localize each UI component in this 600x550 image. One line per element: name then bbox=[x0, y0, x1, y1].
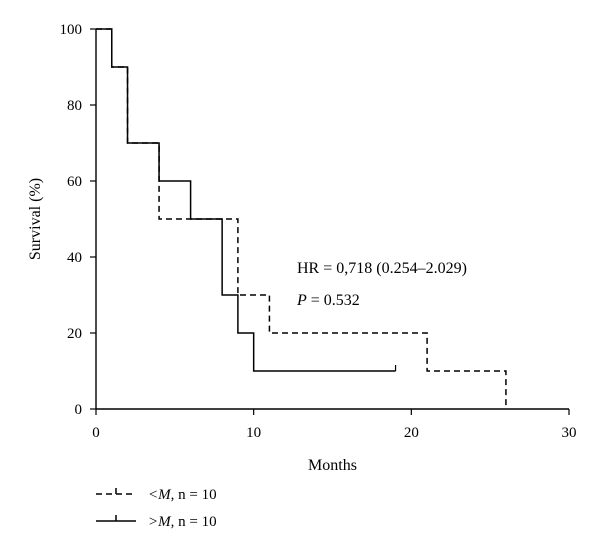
legend-count-above-m: , n = 10 bbox=[171, 514, 217, 530]
p-value-annotation: P = 0.532 bbox=[296, 292, 360, 309]
legend-count-below-m: , n = 10 bbox=[171, 487, 217, 503]
y-tick-label-0: 0 bbox=[75, 402, 83, 418]
axes bbox=[95, 29, 569, 410]
series-line-above-m bbox=[96, 28, 396, 372]
y-tick-label-40: 40 bbox=[67, 250, 82, 266]
p-value-symbol: P bbox=[296, 292, 307, 309]
x-tick-label-0: 0 bbox=[92, 425, 100, 441]
legend-item-below-m: <M, n = 10 bbox=[96, 487, 217, 503]
hazard-ratio-annotation: HR = 0,718 (0.254–2.029) bbox=[297, 260, 467, 277]
x-axis-label: Months bbox=[308, 457, 357, 474]
y-tick-label-20: 20 bbox=[67, 326, 82, 342]
series-line-below-m bbox=[96, 28, 507, 409]
y-tick-label-60: 60 bbox=[67, 174, 82, 190]
y-tick-label-80: 80 bbox=[67, 98, 82, 114]
y-axis-label: Survival (%) bbox=[27, 178, 44, 260]
series-group bbox=[96, 28, 507, 409]
x-tick-label-10: 10 bbox=[246, 425, 261, 441]
y-ticks: 0 20 40 60 80 100 bbox=[60, 22, 96, 418]
legend-label-below-m: <M, n = 10 bbox=[148, 487, 217, 503]
legend-dashed-line-icon bbox=[96, 488, 136, 495]
x-tick-label-20: 20 bbox=[404, 425, 419, 441]
x-tick-label-30: 30 bbox=[562, 425, 577, 441]
legend: <M, n = 10 >M, n = 10 bbox=[96, 487, 217, 530]
p-value-text: = 0.532 bbox=[307, 292, 360, 309]
legend-symbol-above-m: >M bbox=[148, 514, 172, 530]
x-ticks: 0 10 20 30 bbox=[92, 409, 577, 441]
legend-item-above-m: >M, n = 10 bbox=[96, 514, 217, 530]
legend-solid-line-icon bbox=[96, 515, 136, 522]
legend-label-above-m: >M, n = 10 bbox=[148, 514, 217, 530]
legend-symbol-below-m: <M bbox=[148, 487, 172, 503]
y-tick-label-100: 100 bbox=[60, 22, 83, 38]
